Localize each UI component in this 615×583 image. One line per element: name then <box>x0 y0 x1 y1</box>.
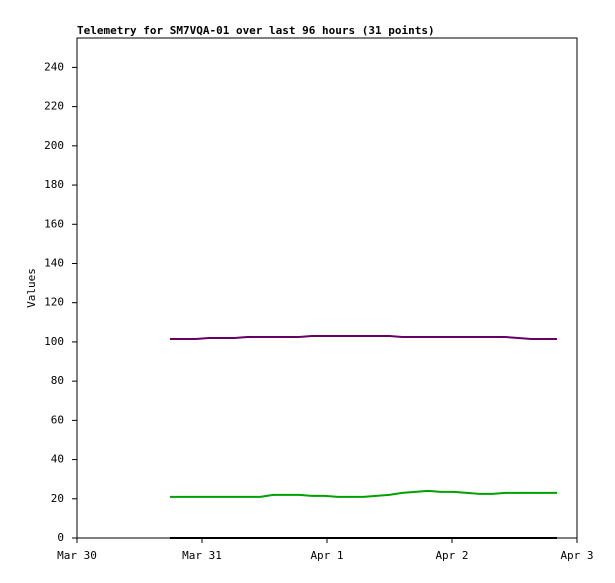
y-tick-label: 240 <box>44 60 64 73</box>
y-axis-label: Values <box>25 268 38 308</box>
y-tick-label: 20 <box>51 492 64 505</box>
y-tick-label: 0 <box>57 531 64 544</box>
series-line <box>170 335 557 340</box>
y-tick-label: 60 <box>51 413 64 426</box>
x-tick-label: Mar 30 <box>57 549 97 562</box>
y-tick-label: 180 <box>44 178 64 191</box>
y-tick-label: 220 <box>44 100 64 113</box>
y-tick-label: 140 <box>44 256 64 269</box>
chart-title: Telemetry for SM7VQA-01 over last 96 hou… <box>77 24 435 37</box>
y-tick-label: 80 <box>51 374 64 387</box>
x-tick-label: Mar 31 <box>182 549 222 562</box>
series-line <box>170 489 557 498</box>
plot-frame <box>76 37 578 539</box>
y-tick-label: 120 <box>44 296 64 309</box>
y-tick-label: 160 <box>44 217 64 230</box>
x-tick-label: Apr 2 <box>435 549 468 562</box>
y-tick-label: 200 <box>44 139 64 152</box>
x-tick-label: Apr 3 <box>560 549 593 562</box>
x-tick-label: Apr 1 <box>310 549 343 562</box>
y-tick-label: 40 <box>51 453 64 466</box>
y-tick-label: 100 <box>44 335 64 348</box>
